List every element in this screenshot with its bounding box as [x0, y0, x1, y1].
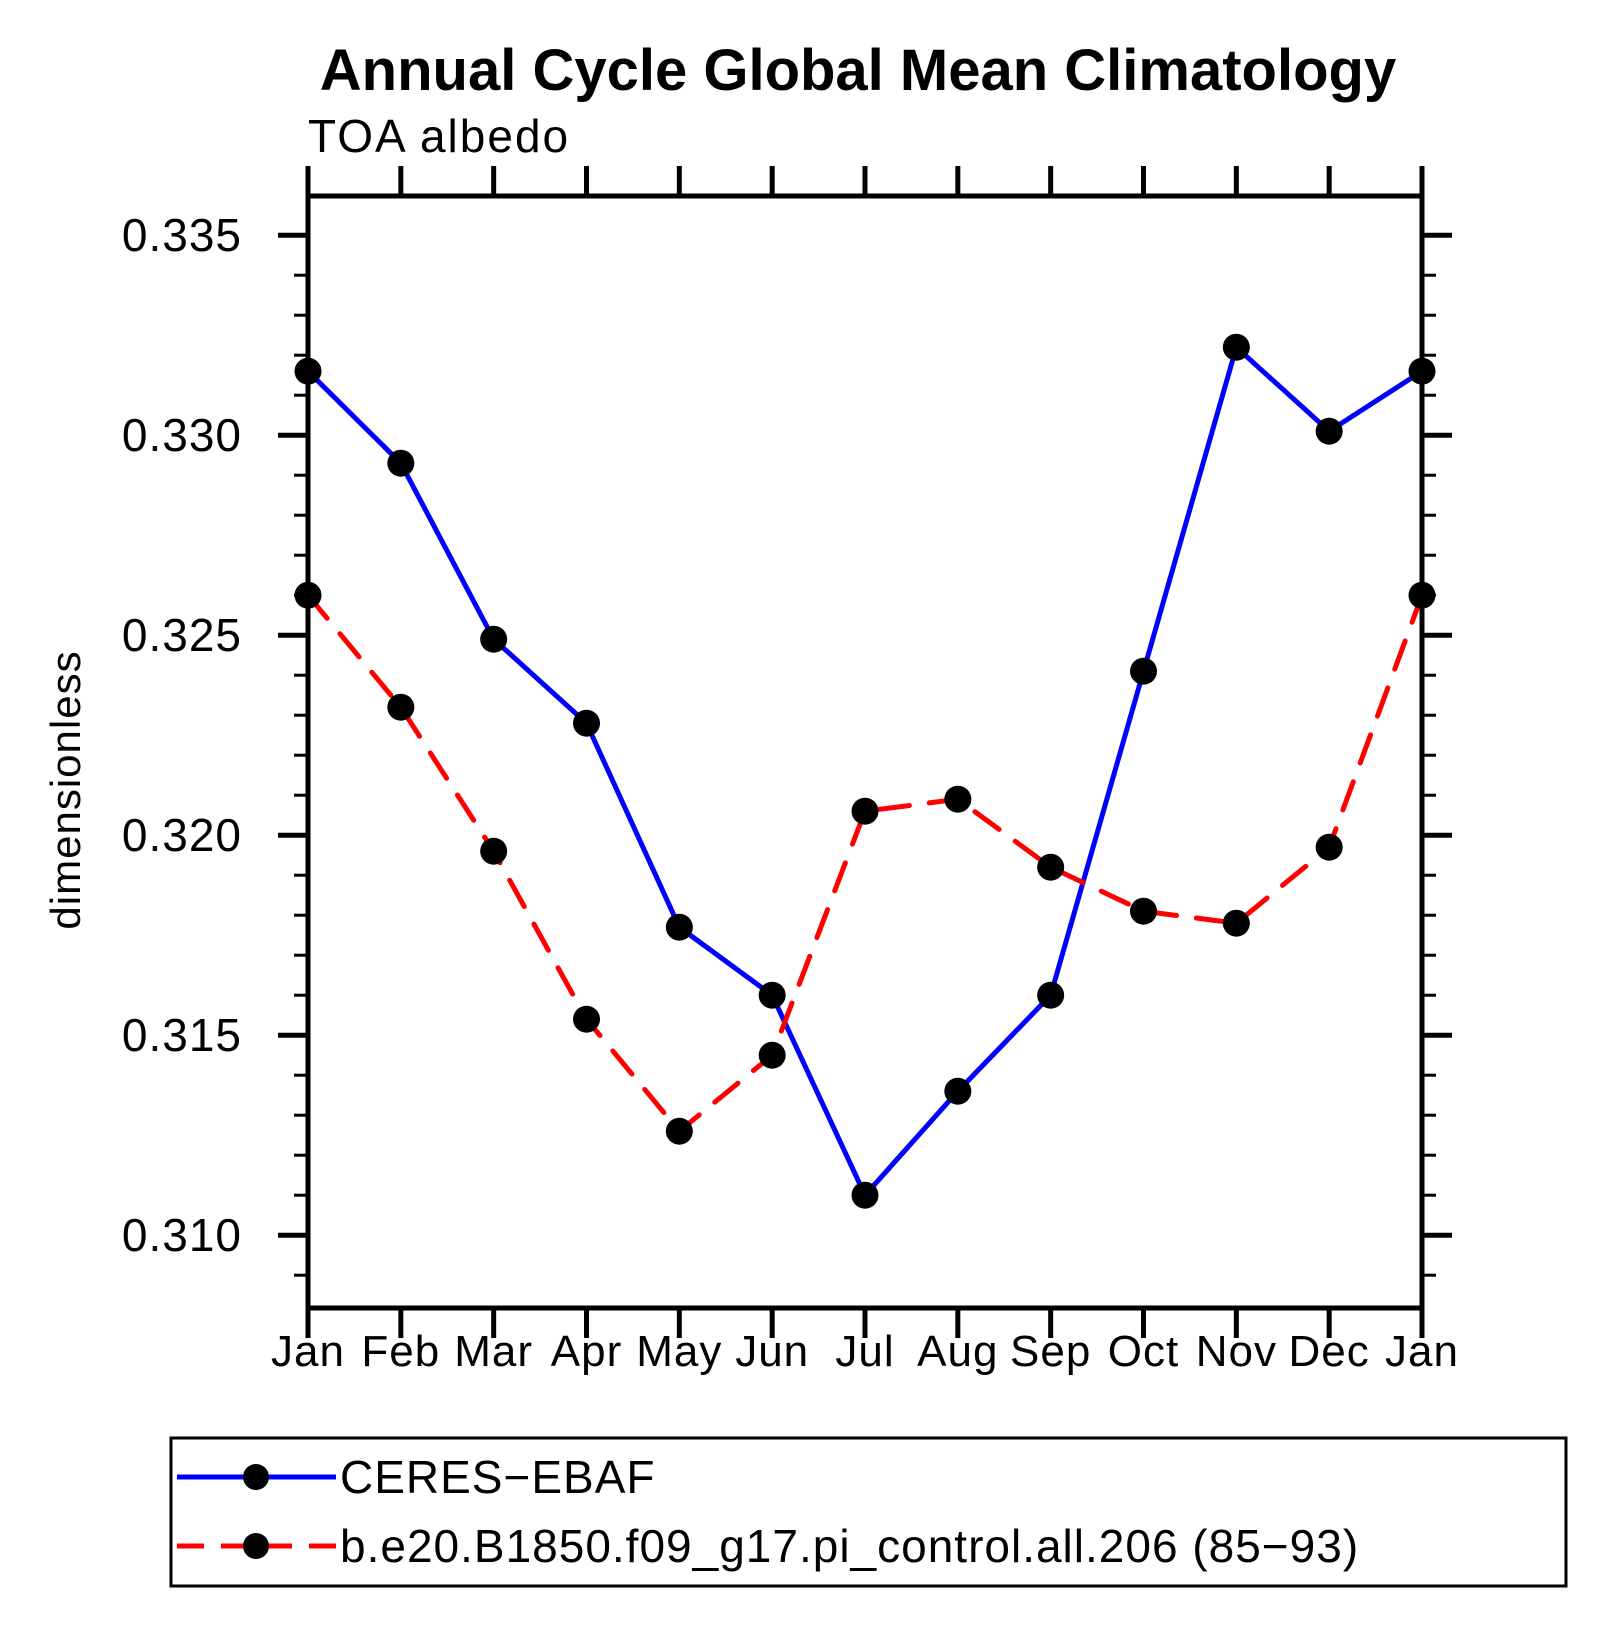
- data-point-marker: [1408, 357, 1436, 385]
- x-tick-label: Feb: [361, 1327, 440, 1376]
- legend-box: [169, 1436, 1568, 1588]
- y-tick-label: 0.310: [122, 1209, 242, 1261]
- y-tick-label: 0.335: [122, 209, 242, 261]
- data-point-marker: [1315, 833, 1343, 861]
- axis-ticks: [278, 166, 1452, 1338]
- data-point-marker: [294, 581, 322, 609]
- data-point-marker: [851, 797, 879, 825]
- series-line-1: [305, 344, 1425, 1198]
- x-tick-label: Nov: [1196, 1327, 1277, 1376]
- x-tick-label: Jan: [1385, 1327, 1459, 1376]
- data-point-marker: [1222, 909, 1250, 937]
- data-point-marker: [1037, 981, 1065, 1009]
- x-tick-label: Jan: [271, 1327, 345, 1376]
- legend: CERES−EBAF b.e20.B1850.f09_g17.pi_control…: [169, 1436, 1568, 1588]
- x-tick-label: May: [636, 1327, 722, 1376]
- data-point-marker: [1408, 581, 1436, 609]
- x-tick-label: Apr: [551, 1327, 622, 1376]
- y-tick-label: 0.330: [122, 409, 242, 461]
- legend-marker-sample: [243, 1464, 269, 1490]
- data-point-marker: [1222, 333, 1250, 361]
- data-point-marker: [480, 625, 508, 653]
- data-point-marker: [294, 357, 322, 385]
- data-point-marker: [1130, 897, 1157, 925]
- x-tick-label: Aug: [917, 1327, 998, 1376]
- series-line-2: [305, 592, 1425, 1134]
- data-point-marker: [1315, 417, 1343, 445]
- data-point-marker: [573, 1005, 600, 1033]
- chart-title: Annual Cycle Global Mean Climatology: [320, 38, 1396, 103]
- x-tick-label: Jul: [835, 1327, 894, 1376]
- data-point-marker: [387, 693, 415, 721]
- data-point-marker: [1130, 657, 1157, 685]
- axis-tick-labels: 0.335 0.330 0.325 0.320 0.315 0.310 Jan Feb Mar A…: [122, 209, 1459, 1376]
- y-tick-label: 0.315: [122, 1009, 242, 1061]
- x-tick-label: Mar: [454, 1327, 533, 1376]
- x-tick-label: Oct: [1108, 1327, 1179, 1376]
- y-tick-label: 0.320: [122, 809, 242, 861]
- data-point-marker: [944, 785, 972, 813]
- legend-entry-label: CERES−EBAF: [340, 1451, 656, 1503]
- data-point-marker: [851, 1181, 879, 1209]
- data-point-marker: [758, 1041, 786, 1069]
- data-point-marker: [573, 709, 600, 737]
- x-tick-label: Jun: [735, 1327, 809, 1376]
- data-point-marker: [665, 1117, 693, 1145]
- data-point-marker: [944, 1077, 972, 1105]
- x-tick-label: Sep: [1010, 1327, 1091, 1376]
- data-point-marker: [665, 913, 693, 941]
- x-tick-label: Dec: [1289, 1327, 1370, 1376]
- data-series: [294, 333, 1436, 1209]
- y-axis-label: dimensionless: [42, 650, 89, 929]
- legend-entry-label: b.e20.B1850.f09_g17.pi_control.all.206 (…: [340, 1520, 1359, 1572]
- legend-marker-sample: [243, 1533, 269, 1559]
- data-point-marker: [480, 837, 508, 865]
- data-point-marker: [758, 981, 786, 1009]
- data-point-marker: [1037, 853, 1065, 881]
- data-point-marker: [387, 449, 415, 477]
- y-tick-label: 0.325: [122, 609, 242, 661]
- chart-subtitle: TOA albedo: [308, 110, 570, 162]
